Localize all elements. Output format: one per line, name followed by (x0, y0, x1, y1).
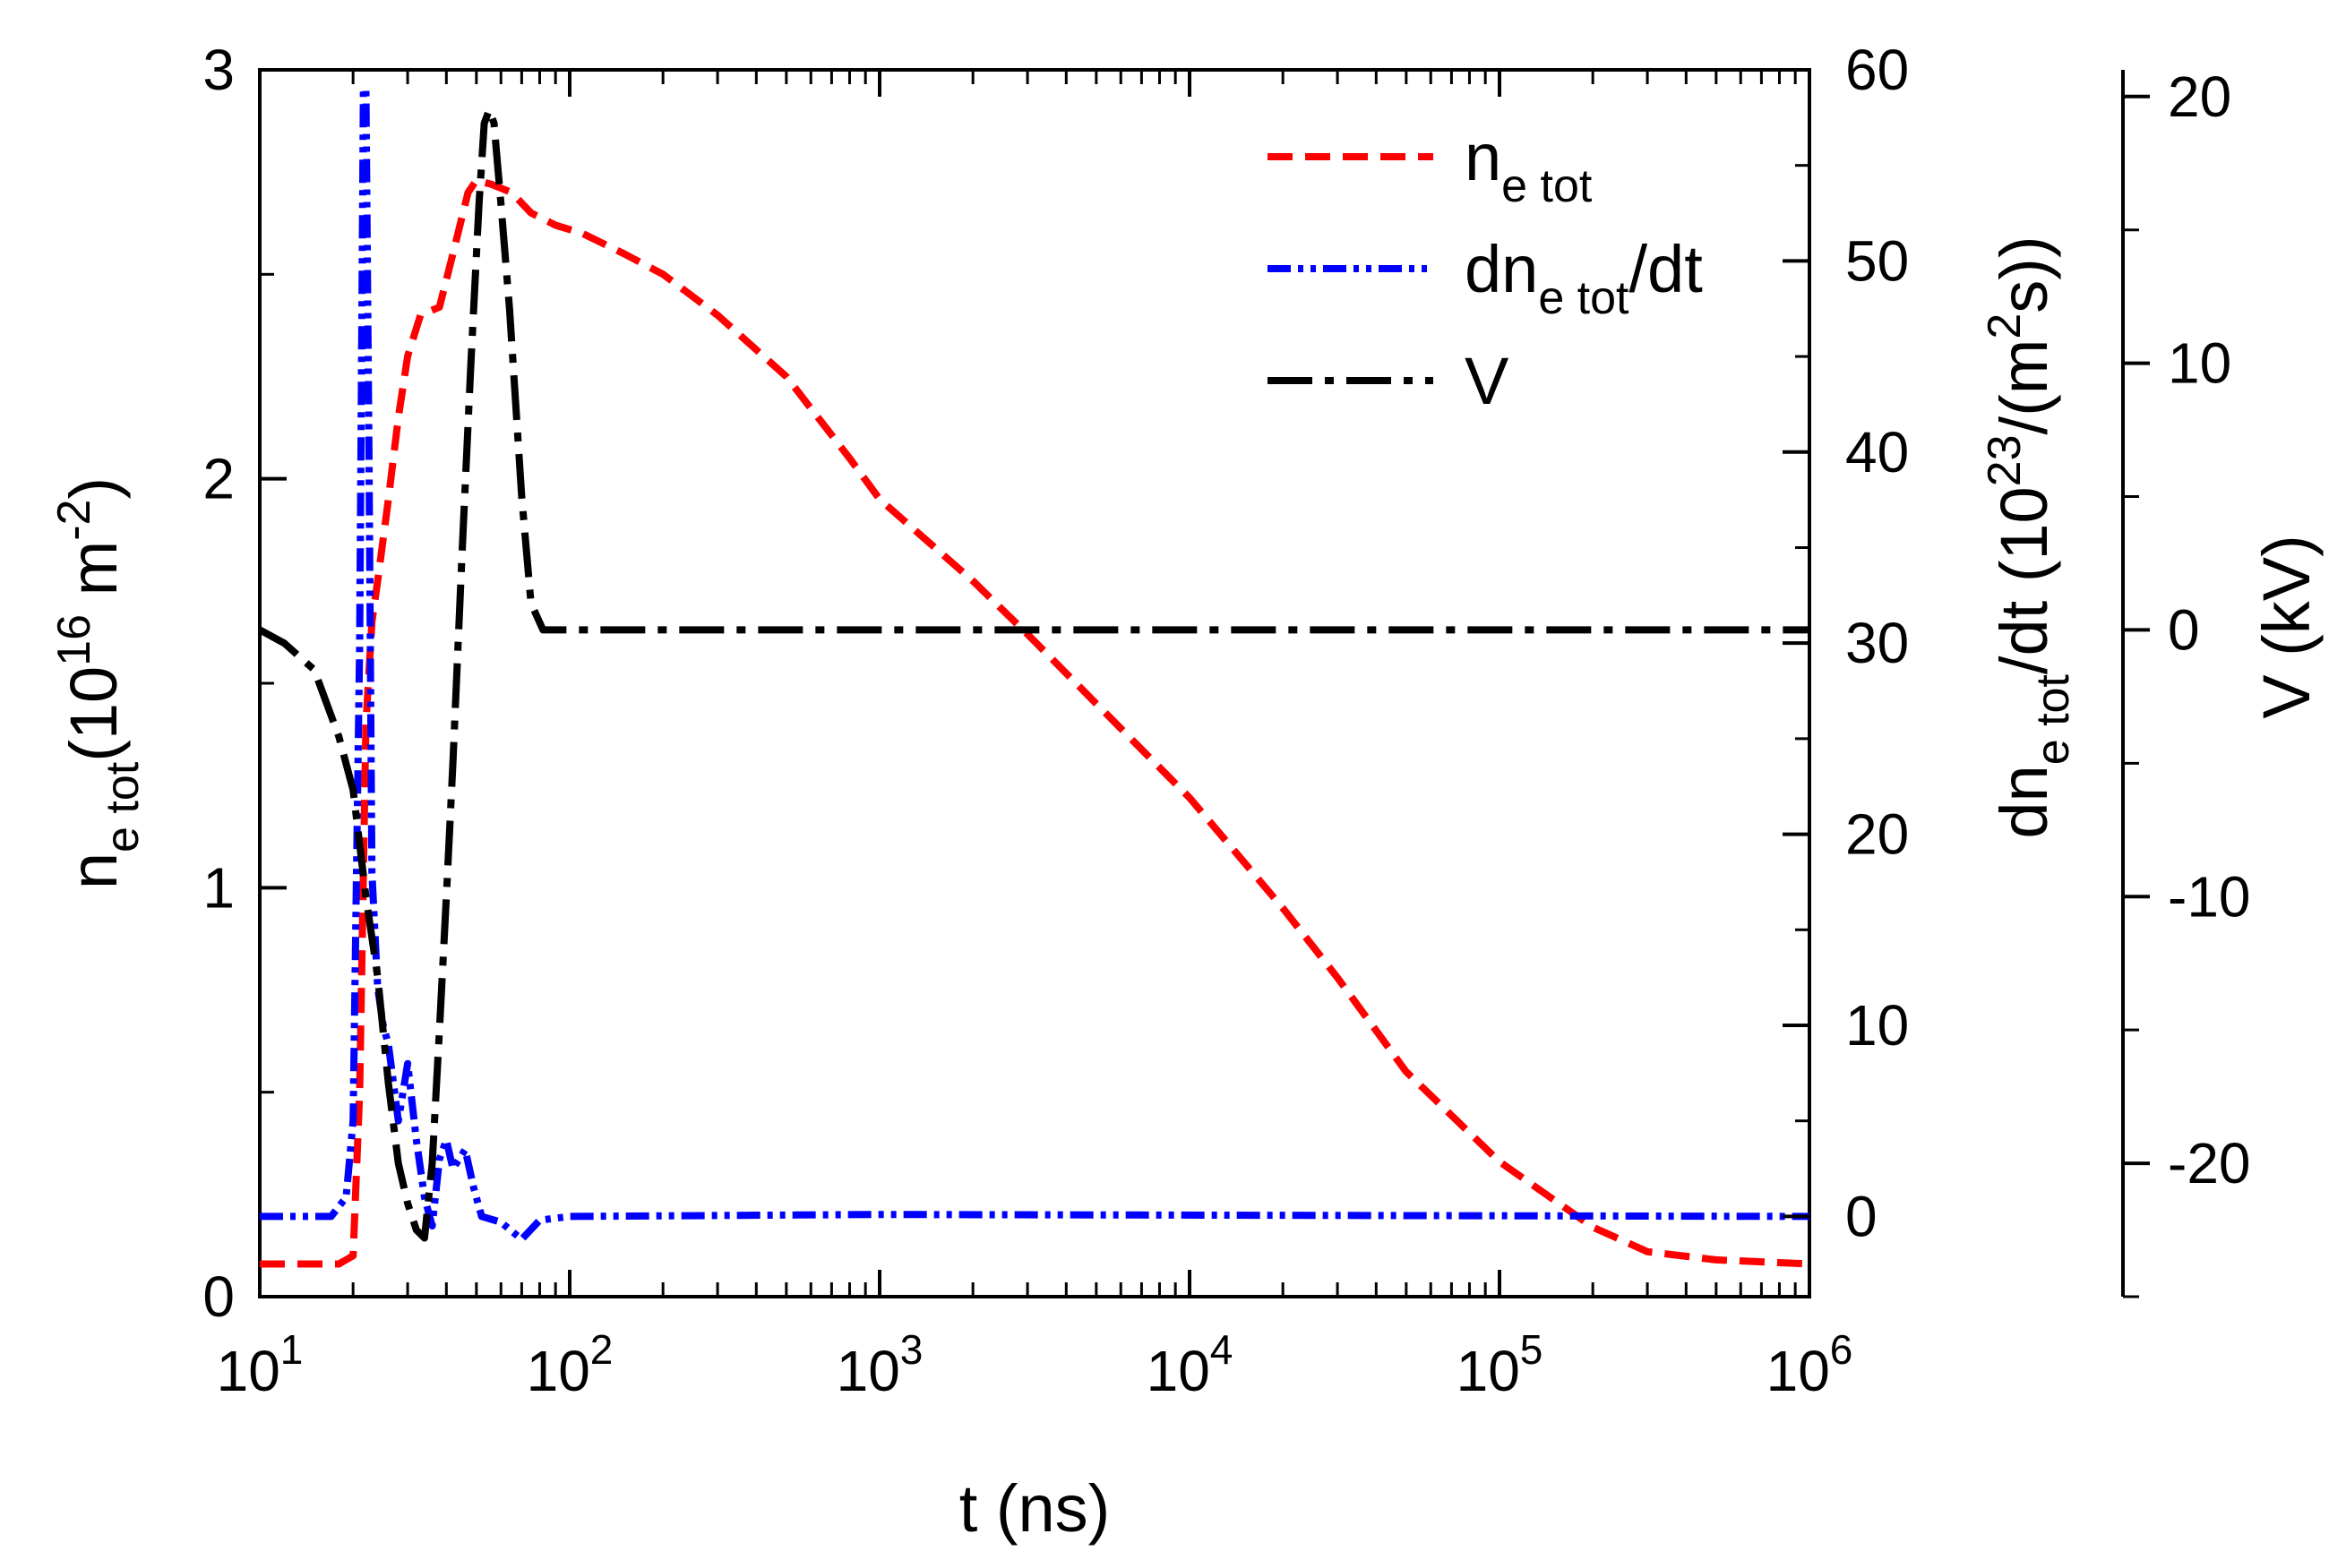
rate-tick-label: 60 (1845, 38, 1909, 102)
voltage-tick-label: -20 (2168, 1131, 2251, 1195)
legend-label-dne_tot_dt: dne tot/dt (1465, 232, 1703, 324)
left-tick-label: 2 (202, 447, 235, 511)
plot-area (258, 68, 1811, 1298)
x-tick-label: 104 (1147, 1326, 1233, 1403)
voltage-tick-label: 20 (2168, 64, 2231, 129)
left-tick-label: 3 (202, 38, 235, 102)
rate-tick-label: 50 (1845, 228, 1909, 293)
rate-tick-label: 30 (1845, 611, 1909, 675)
rate-tick-label: 0 (1845, 1184, 1878, 1248)
legend: ne tot dne tot/dt V (1268, 120, 1703, 418)
right-axis-title-rate: dne tot/dt (1023/(m2s)) (1979, 236, 2079, 838)
x-tick-label: 102 (527, 1326, 614, 1403)
series-line-V (258, 106, 1809, 1242)
voltage-tick-label: -10 (2168, 864, 2251, 929)
plot-frame (258, 68, 1811, 1298)
voltage-tick-label: 0 (2168, 597, 2200, 662)
left-tick-label: 1 (202, 855, 235, 920)
axes-layer: 101 102 103 104 105 10601230102030405060-20-1… (202, 38, 2250, 1403)
series-line-ne_tot (260, 176, 1810, 1268)
rate-tick-label: 20 (1845, 802, 1909, 867)
left-axis-title: ne tot(1016 m-2) (48, 477, 149, 889)
rate-tick-label: 10 (1845, 993, 1909, 1058)
series-line-dne_tot_dt (260, 85, 1810, 1243)
voltage-tick-label: 10 (2168, 331, 2231, 396)
rate-tick-label: 40 (1845, 420, 1909, 484)
x-tick-label: 101 (217, 1326, 304, 1403)
legend-label-V: V (1465, 344, 1509, 418)
x-tick-label: 103 (837, 1326, 924, 1403)
x-axis-title: t (ns) (959, 1471, 1111, 1546)
legend-label-ne_tot: ne tot (1465, 120, 1593, 212)
series-layer (258, 85, 1810, 1268)
x-tick-label: 105 (1457, 1326, 1543, 1403)
right-axis-title-voltage: V (kV) (2249, 535, 2324, 719)
x-tick-label: 106 (1766, 1326, 1853, 1403)
left-tick-label: 0 (202, 1264, 235, 1329)
